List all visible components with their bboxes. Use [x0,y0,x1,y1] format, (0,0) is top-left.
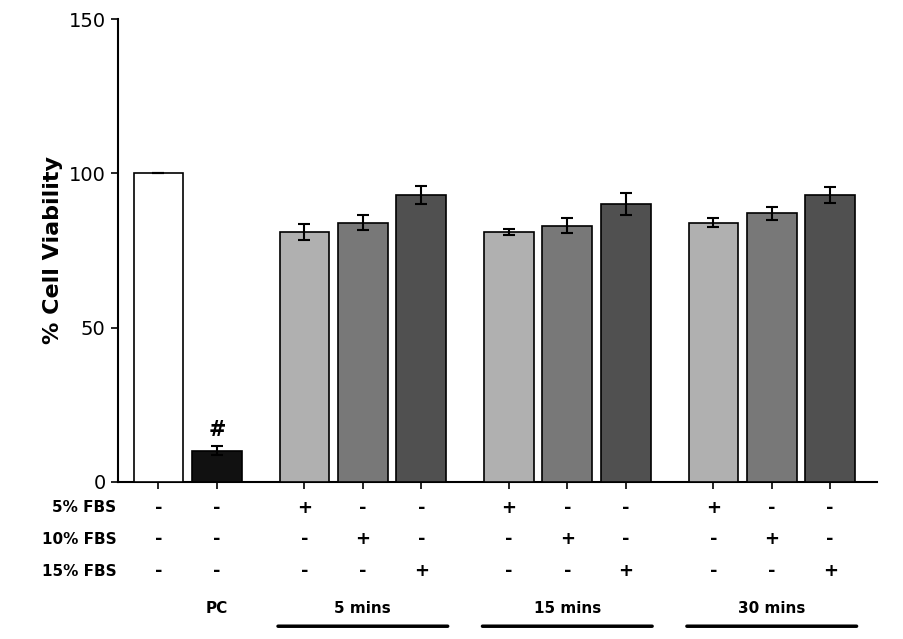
Text: 10% FBS: 10% FBS [42,532,116,547]
Text: -: - [154,562,162,580]
Text: -: - [154,530,162,548]
Text: -: - [709,530,716,548]
Bar [688,222,738,482]
Y-axis label: % Cell Viability: % Cell Viability [43,157,63,344]
Bar [746,213,796,482]
Text: +: + [501,498,516,517]
Text: -: - [213,498,220,517]
Text: -: - [709,562,716,580]
Text: -: - [621,498,628,517]
Text: -: - [417,530,424,548]
Text: -: - [563,562,571,580]
Text: -: - [301,562,308,580]
Text: -: - [825,498,833,517]
Bar [805,195,854,482]
Text: +: + [763,530,778,548]
Text: -: - [417,498,424,517]
Bar [279,232,329,482]
Text: -: - [505,530,512,548]
Text: +: + [414,562,428,580]
Text: -: - [768,562,775,580]
Text: 5% FBS: 5% FBS [52,500,116,515]
Text: 5 mins: 5 mins [334,601,391,617]
Text: -: - [505,562,512,580]
Text: #: # [208,420,225,440]
Text: -: - [825,530,833,548]
Text: -: - [213,530,220,548]
Text: -: - [358,498,367,517]
Bar [483,232,533,482]
Text: 15 mins: 15 mins [533,601,600,617]
Text: +: + [559,530,574,548]
Text: -: - [301,530,308,548]
Bar [542,226,591,482]
Text: -: - [358,562,367,580]
Text: +: + [822,562,837,580]
Text: +: + [296,498,312,517]
Text: +: + [618,562,632,580]
Text: -: - [563,498,571,517]
Bar [191,451,241,482]
Bar [396,195,445,482]
Text: -: - [768,498,775,517]
Text: PC: PC [206,601,228,617]
Text: -: - [213,562,220,580]
Bar [338,222,387,482]
Text: +: + [355,530,370,548]
Text: -: - [621,530,628,548]
Text: 30 mins: 30 mins [737,601,805,617]
Bar [600,204,650,482]
Text: +: + [705,498,720,517]
Bar [134,173,183,482]
Text: -: - [154,498,162,517]
Text: 15% FBS: 15% FBS [42,564,116,579]
